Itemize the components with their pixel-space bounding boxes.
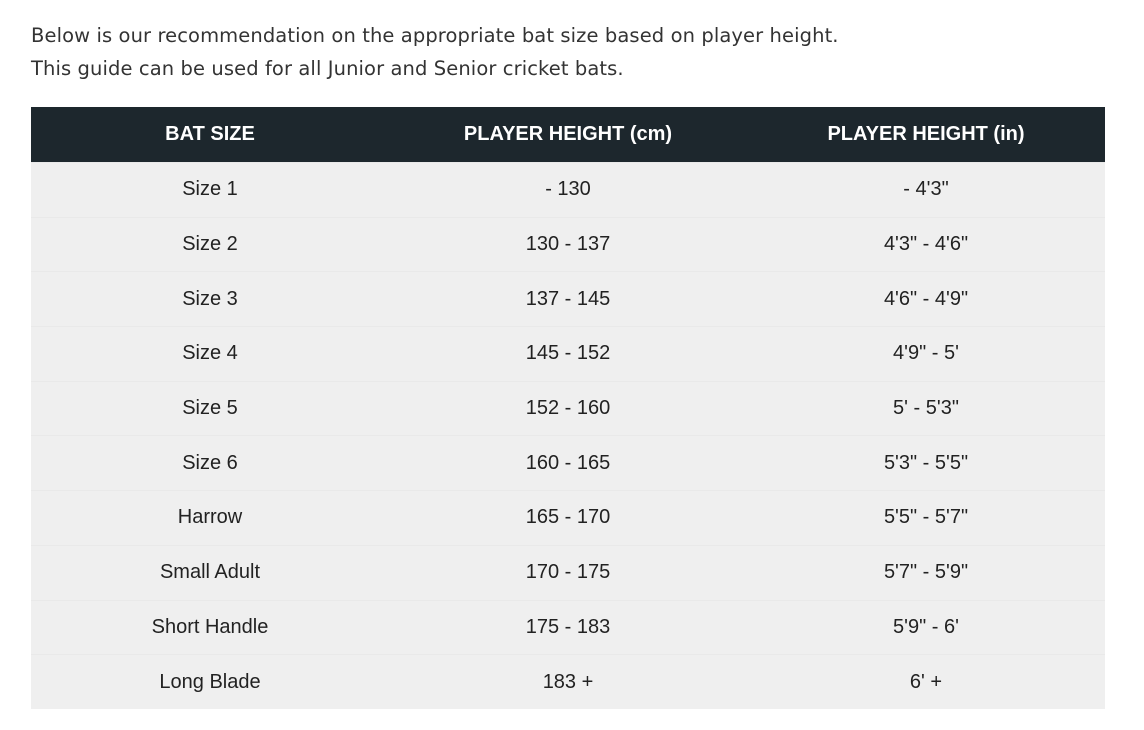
bat-size-cell: Size 4 xyxy=(31,326,389,382)
table-row: Harrow 165 - 170 5'5" - 5'7" xyxy=(31,490,1105,546)
height-cm-cell: 170 - 175 xyxy=(389,544,747,600)
height-cm-cell: 165 - 170 xyxy=(389,490,747,546)
height-in-cell: 5'5" - 5'7" xyxy=(747,490,1105,546)
table-row: Size 1- 130- 4'3" xyxy=(31,162,1105,218)
height-in-cell: 4'3" - 4'6" xyxy=(747,216,1105,272)
height-cm-cell: - 130 xyxy=(389,162,747,218)
intro-line-2: This guide can be used for all Junior an… xyxy=(31,57,624,80)
bat-size-cell: Size 3 xyxy=(31,271,389,327)
height-cm-cell: 175 - 183 xyxy=(389,599,747,655)
bat-size-table: BAT SIZE PLAYER HEIGHT (cm) PLAYER HEIGH… xyxy=(31,107,1105,709)
table-row: Size 2 130 - 137 4'3" - 4'6" xyxy=(31,216,1105,272)
height-cm-cell: 145 - 152 xyxy=(389,326,747,382)
height-in-cell: 5' - 5'3" xyxy=(747,380,1105,436)
intro-line-1: Below is our recommendation on the appro… xyxy=(31,24,839,47)
table-row: Long Blade 183 +6' + xyxy=(31,654,1105,709)
height-cm-cell: 137 - 145 xyxy=(389,271,747,327)
height-in-cell: 4'9" - 5' xyxy=(747,326,1105,382)
bat-size-cell: Size 2 xyxy=(31,216,389,272)
height-cm-cell: 160 - 165 xyxy=(389,435,747,491)
table-header-row: BAT SIZE PLAYER HEIGHT (cm) PLAYER HEIGH… xyxy=(31,107,1105,163)
height-in-cell: 6' + xyxy=(747,654,1105,709)
header-height-cm: PLAYER HEIGHT (cm) xyxy=(389,107,747,163)
bat-size-cell: Short Handle xyxy=(31,599,389,655)
height-cm-cell: 152 - 160 xyxy=(389,380,747,436)
height-in-cell: 5'7" - 5'9" xyxy=(747,544,1105,600)
bat-size-cell: Size 5 xyxy=(31,380,389,436)
height-in-cell: - 4'3" xyxy=(747,162,1105,218)
height-cm-cell: 183 + xyxy=(389,654,747,709)
header-height-in: PLAYER HEIGHT (in) xyxy=(747,107,1105,163)
table-row: Short Handle 175 - 183 5'9" - 6' xyxy=(31,599,1105,655)
height-in-cell: 5'3" - 5'5" xyxy=(747,435,1105,491)
bat-size-cell: Size 6 xyxy=(31,435,389,491)
height-cm-cell: 130 - 137 xyxy=(389,216,747,272)
height-in-cell: 5'9" - 6' xyxy=(747,599,1105,655)
height-in-cell: 4'6" - 4'9" xyxy=(747,271,1105,327)
table-row: Size 4 145 - 152 4'9" - 5' xyxy=(31,326,1105,382)
intro-text: Below is our recommendation on the appro… xyxy=(31,19,839,85)
bat-size-cell: Harrow xyxy=(31,490,389,546)
table-row: Size 6 160 - 165 5'3" - 5'5" xyxy=(31,435,1105,491)
table-row: Size 5 152 - 160 5' - 5'3" xyxy=(31,380,1105,436)
bat-size-cell: Size 1 xyxy=(31,162,389,218)
bat-size-cell: Long Blade xyxy=(31,654,389,709)
table-row: Size 3 137 - 145 4'6" - 4'9" xyxy=(31,271,1105,327)
header-bat-size: BAT SIZE xyxy=(31,107,389,163)
bat-size-cell: Small Adult xyxy=(31,544,389,600)
table-row: Small Adult 170 - 175 5'7" - 5'9" xyxy=(31,544,1105,600)
